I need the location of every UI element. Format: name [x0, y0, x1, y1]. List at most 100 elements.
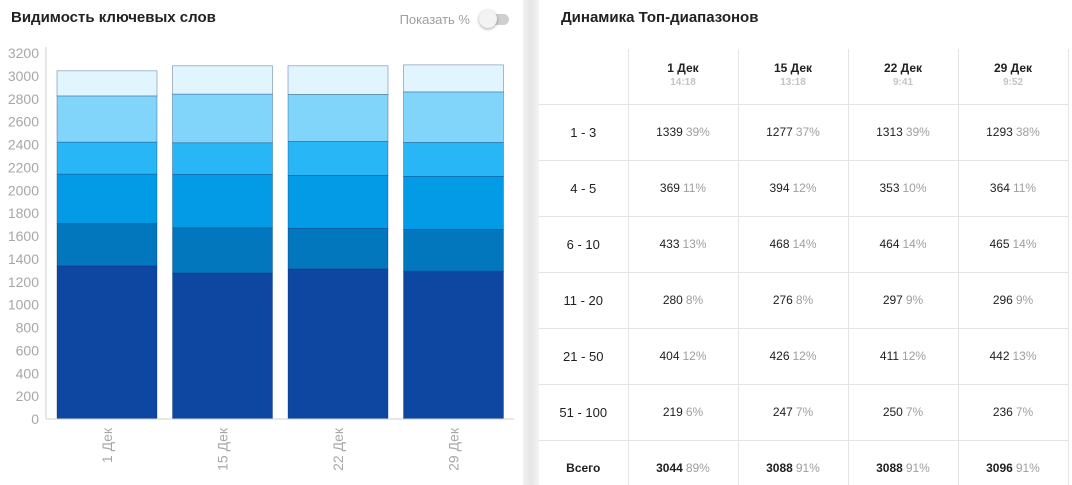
count-cell: 276 8%	[738, 272, 849, 329]
bar-segment	[56, 141, 158, 175]
column-date: 22 Дек	[883, 61, 923, 75]
keyword-percent: 7%	[795, 405, 814, 419]
keyword-visibility-panel: Видимость ключевых слов Показать % 0 200 4…	[0, 0, 523, 485]
keyword-count: 433	[659, 237, 680, 251]
keyword-percent: 14%	[902, 237, 927, 251]
keyword-percent: 10%	[902, 181, 927, 195]
date-column-header[interactable]: 15 Дек 13:18	[738, 49, 849, 105]
bar-segment	[172, 93, 273, 144]
count-cell: 426 12%	[738, 328, 849, 385]
y-tick-label: 400	[16, 365, 40, 381]
keyword-percent: 12%	[792, 181, 817, 195]
count-cell: 236 7%	[958, 384, 1069, 441]
y-tick-label: 3200	[8, 45, 39, 61]
keyword-percent: 7%	[905, 405, 924, 419]
bar-segment	[403, 270, 504, 420]
bar-segment	[403, 64, 504, 93]
keyword-count: 3088	[876, 461, 903, 475]
total-row: Всего 3044 89% 3088 91% 3088 91% 3096 91%	[539, 440, 1069, 485]
count-cell: 297 9%	[848, 272, 959, 329]
count-cell: 369 11%	[628, 160, 739, 217]
count-cell: 296 9%	[958, 272, 1069, 329]
bar-stacks	[56, 64, 504, 420]
count-cell: 464 14%	[848, 216, 959, 273]
keyword-count: 364	[989, 181, 1010, 195]
keyword-percent: 6%	[685, 405, 704, 419]
keyword-count: 394	[769, 181, 790, 195]
count-cell: 1339 39%	[628, 104, 739, 161]
keyword-percent: 37%	[795, 125, 820, 139]
table-row: 4 - 5 369 11% 394 12% 353 10% 364 11%	[539, 160, 1069, 217]
keyword-count: 296	[992, 293, 1013, 307]
bar-segment	[403, 229, 504, 272]
y-tick-label: 2200	[8, 159, 39, 175]
count-cell: 3088 91%	[738, 440, 849, 485]
range-label: 1 - 3	[539, 104, 629, 161]
date-column-header[interactable]: 22 Дек 9:41	[848, 49, 959, 105]
bar-segment	[172, 272, 273, 420]
keyword-percent: 13%	[682, 237, 707, 251]
keyword-count: 276	[772, 293, 793, 307]
date-column-header[interactable]: 1 Дек 14:18	[628, 49, 739, 105]
keyword-percent: 89%	[685, 461, 710, 475]
y-tick-label: 2400	[8, 137, 39, 153]
keyword-count: 1277	[766, 125, 793, 139]
bar-segment	[56, 70, 158, 97]
bar-segment	[56, 223, 158, 267]
keyword-count: 219	[662, 405, 683, 419]
y-tick-label: 2800	[8, 91, 39, 107]
x-axis-labels: 1 Дек 15 Дек 22 Дек 29 Дек	[99, 427, 462, 471]
y-tick-label: 1200	[8, 274, 39, 290]
keyword-percent: 91%	[905, 461, 930, 475]
keyword-count: 426	[769, 349, 790, 363]
keyword-percent: 9%	[905, 293, 924, 307]
keyword-count: 411	[879, 349, 900, 363]
bar-segment	[172, 65, 273, 95]
y-tick-label: 2600	[8, 114, 39, 130]
show-percent-toggle[interactable]	[479, 9, 511, 29]
panel-divider	[523, 0, 539, 485]
keyword-visibility-chart: 0 200 400 600 800 1000 1200 1400 1600 1800 2000 220…	[8, 45, 514, 471]
keyword-count: 3088	[766, 461, 793, 475]
range-label: 6 - 10	[539, 216, 629, 273]
count-cell: 411 12%	[848, 328, 959, 385]
count-cell: 1313 39%	[848, 104, 959, 161]
keyword-count: 1313	[876, 125, 903, 139]
column-time: 9:52	[1002, 77, 1023, 88]
bar-segment	[56, 265, 158, 420]
keyword-count: 297	[882, 293, 903, 307]
show-percent-control: Показать %	[400, 9, 511, 29]
table-row: 21 - 50 404 12% 426 12% 411 12% 442 13%	[539, 328, 1069, 385]
count-cell: 353 10%	[848, 160, 959, 217]
count-cell: 3044 89%	[628, 440, 739, 485]
top-ranges-panel: Динамика Топ-диапазонов 1 Дек 14:18 15 Д…	[539, 0, 1072, 485]
date-column-header[interactable]: 29 Дек 9:52	[958, 49, 1069, 105]
keyword-percent: 13%	[1012, 349, 1037, 363]
keyword-percent: 91%	[1015, 461, 1040, 475]
x-tick-label: 29 Дек	[446, 427, 462, 471]
keyword-percent: 8%	[795, 293, 814, 307]
keyword-percent: 11%	[1012, 181, 1037, 195]
count-cell: 468 14%	[738, 216, 849, 273]
y-tick-label: 1400	[8, 251, 39, 267]
count-cell: 364 11%	[958, 160, 1069, 217]
chart-axes	[45, 47, 514, 420]
keyword-percent: 12%	[792, 349, 817, 363]
keyword-count: 442	[989, 349, 1010, 363]
keyword-percent: 14%	[792, 237, 817, 251]
keyword-count: 468	[769, 237, 790, 251]
count-cell: 1277 37%	[738, 104, 849, 161]
count-cell: 433 13%	[628, 216, 739, 273]
column-time: 14:18	[670, 77, 696, 88]
y-tick-label: 1000	[8, 297, 39, 313]
bar-segment	[172, 142, 273, 175]
column-date: 29 Дек	[993, 61, 1033, 75]
count-cell: 3096 91%	[958, 440, 1069, 485]
range-column-header	[539, 49, 629, 105]
top-ranges-title: Динамика Топ-диапазонов	[561, 9, 759, 26]
count-cell: 1293 38%	[958, 104, 1069, 161]
bar-segment	[56, 173, 158, 224]
x-tick-label: 15 Дек	[215, 427, 231, 471]
range-label: 11 - 20	[539, 272, 629, 329]
table-header-row: 1 Дек 14:18 15 Дек 13:18 22 Дек 9:41 29 …	[539, 49, 1069, 105]
